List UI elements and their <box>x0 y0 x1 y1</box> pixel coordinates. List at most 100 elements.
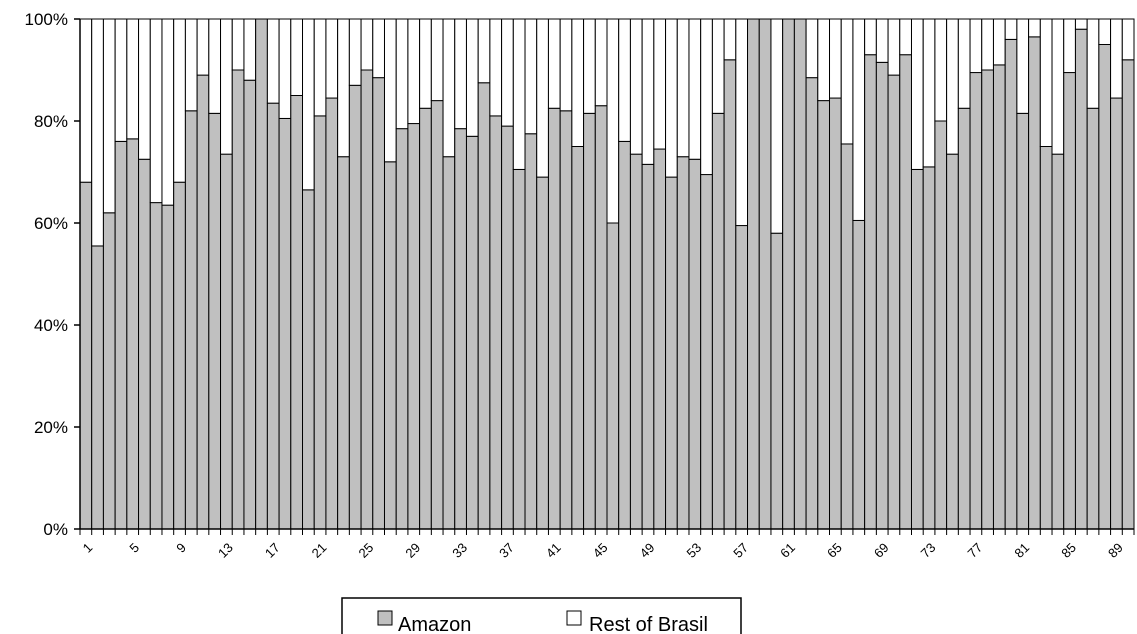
bar-amazon-69 <box>875 61 889 530</box>
bar-rest-of-brasil-39 <box>524 18 538 135</box>
bar-rest-of-brasil-46 <box>606 18 620 224</box>
bar-rest-of-brasil-51 <box>665 18 678 178</box>
bar-amazon-12 <box>208 112 222 530</box>
bar-amazon-15 <box>243 79 257 530</box>
bar-amazon-55 <box>711 112 725 530</box>
bar-amazon-64 <box>817 100 831 530</box>
bar-amazon-44 <box>583 112 596 530</box>
y-tick-label: 100% <box>25 10 68 29</box>
x-tick-label-29: 29 <box>402 540 423 561</box>
bar-amazon-51 <box>665 176 678 530</box>
bar-amazon-18 <box>278 117 292 530</box>
x-tick-label-5: 5 <box>126 540 142 556</box>
legend-label-rest-of-brasil: Rest of Brasil <box>589 614 708 634</box>
bar-rest-of-brasil-87 <box>1086 18 1100 109</box>
bar-rest-of-brasil-6 <box>138 18 151 160</box>
bar-rest-of-brasil-32 <box>442 18 456 158</box>
bar-amazon-7 <box>149 202 163 530</box>
x-tick-label-9: 9 <box>173 540 189 556</box>
bar-rest-of-brasil-68 <box>864 18 877 56</box>
bar-rest-of-brasil-67 <box>852 18 866 221</box>
legend-label-amazon: Amazon <box>398 614 471 634</box>
y-tick-label: 60% <box>34 214 68 233</box>
bar-amazon-90 <box>1121 59 1135 530</box>
bar-amazon-2 <box>91 245 104 530</box>
bar-amazon-75 <box>946 153 959 530</box>
bar-rest-of-brasil-8 <box>161 18 175 206</box>
bar-rest-of-brasil-81 <box>1016 18 1030 114</box>
bar-amazon-82 <box>1028 36 1041 530</box>
bar-rest-of-brasil-63 <box>805 18 819 79</box>
bar-rest-of-brasil-27 <box>383 18 397 163</box>
x-tick-label-1: 1 <box>80 540 96 556</box>
bar-amazon-36 <box>489 115 503 530</box>
bar-rest-of-brasil-34 <box>465 18 479 137</box>
bar-rest-of-brasil-40 <box>536 18 549 178</box>
legend-box <box>341 597 742 634</box>
x-tick-label-53: 53 <box>683 540 704 561</box>
bar-rest-of-brasil-60 <box>770 18 784 234</box>
x-tick-label-17: 17 <box>262 540 283 561</box>
bar-rest-of-brasil-89 <box>1110 18 1123 99</box>
bar-amazon-34 <box>465 135 479 530</box>
bar-amazon-37 <box>501 125 514 530</box>
bar-amazon-66 <box>840 143 854 530</box>
bar-rest-of-brasil-37 <box>501 18 514 127</box>
bar-rest-of-brasil-35 <box>477 18 491 84</box>
bar-amazon-11 <box>196 74 210 530</box>
legend-swatch-rest-of-brasil <box>566 610 582 626</box>
bar-amazon-48 <box>629 153 643 530</box>
bar-rest-of-brasil-25 <box>360 18 374 71</box>
bar-amazon-85 <box>1063 72 1076 530</box>
bar-amazon-23 <box>337 156 350 530</box>
bar-amazon-6 <box>138 158 151 530</box>
bar-amazon-86 <box>1074 28 1088 530</box>
bar-amazon-40 <box>536 176 549 530</box>
bar-amazon-57 <box>735 225 749 530</box>
y-tick-label: 0% <box>43 520 68 539</box>
bar-rest-of-brasil-78 <box>981 18 994 71</box>
bar-amazon-61 <box>782 18 795 530</box>
bar-rest-of-brasil-66 <box>840 18 854 145</box>
bar-rest-of-brasil-53 <box>688 18 702 160</box>
bar-amazon-62 <box>793 18 807 530</box>
bar-amazon-33 <box>454 128 467 530</box>
bar-rest-of-brasil-7 <box>149 18 163 204</box>
bar-rest-of-brasil-11 <box>196 18 210 76</box>
bar-rest-of-brasil-24 <box>348 18 362 86</box>
bar-amazon-77 <box>969 72 983 530</box>
bar-rest-of-brasil-69 <box>875 18 889 63</box>
bar-amazon-26 <box>372 77 385 530</box>
bar-rest-of-brasil-30 <box>419 18 432 109</box>
bar-amazon-24 <box>348 84 362 530</box>
bar-amazon-52 <box>676 156 690 530</box>
bar-amazon-28 <box>395 128 409 530</box>
bar-rest-of-brasil-90 <box>1121 18 1135 61</box>
bar-rest-of-brasil-29 <box>407 18 421 125</box>
bar-rest-of-brasil-20 <box>302 18 315 191</box>
bar-amazon-32 <box>442 156 456 530</box>
bar-rest-of-brasil-86 <box>1074 18 1088 30</box>
bar-amazon-42 <box>559 110 573 530</box>
bar-rest-of-brasil-44 <box>583 18 596 114</box>
bar-amazon-72 <box>910 168 924 530</box>
x-tick-label-13: 13 <box>215 540 236 561</box>
bar-amazon-19 <box>290 95 304 530</box>
bar-rest-of-brasil-21 <box>313 18 327 117</box>
bar-rest-of-brasil-55 <box>711 18 725 114</box>
bar-amazon-25 <box>360 69 374 530</box>
bar-amazon-80 <box>1004 38 1018 530</box>
bar-rest-of-brasil-48 <box>629 18 643 155</box>
bar-amazon-31 <box>430 100 444 530</box>
bar-rest-of-brasil-71 <box>899 18 912 56</box>
bar-rest-of-brasil-33 <box>454 18 467 130</box>
bar-amazon-56 <box>723 59 737 530</box>
bar-rest-of-brasil-9 <box>173 18 186 183</box>
x-tick-label-81: 81 <box>1011 540 1032 561</box>
bar-amazon-49 <box>641 163 655 530</box>
bar-rest-of-brasil-19 <box>290 18 304 96</box>
bar-amazon-47 <box>618 140 631 530</box>
bar-rest-of-brasil-76 <box>957 18 971 109</box>
bar-rest-of-brasil-26 <box>372 18 385 79</box>
